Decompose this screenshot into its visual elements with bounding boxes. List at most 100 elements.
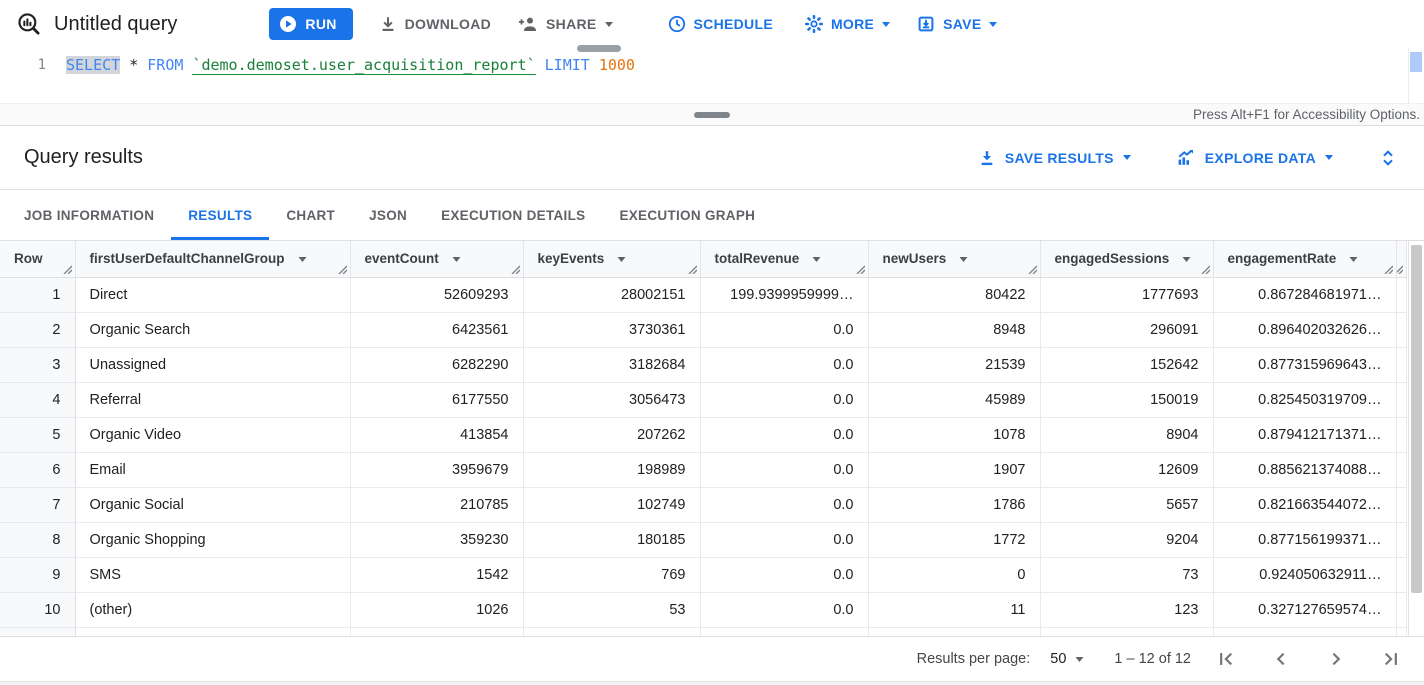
more-button[interactable]: MORE [804, 15, 891, 33]
column-resize-handle[interactable] [1396, 265, 1403, 274]
column-header-row: Row [0, 241, 76, 278]
column-header-engagementrate[interactable]: engagementRate [1213, 241, 1397, 278]
table-cell: 0.0 [700, 312, 869, 348]
save-results-button[interactable]: SAVE RESULTS [978, 149, 1131, 167]
page-size-value: 50 [1050, 651, 1067, 667]
code-line[interactable]: SELECT * FROM `demo.demoset.user_acquisi… [66, 56, 635, 75]
caret-down-icon [1075, 656, 1084, 662]
column-resize-handle[interactable] [1028, 265, 1037, 274]
table-cell: 1786 [868, 487, 1041, 523]
table-cell: Organic Shopping [75, 522, 351, 558]
table-cell: 1078 [868, 417, 1041, 453]
clock-icon [668, 15, 686, 33]
table-cell: 150019 [1040, 382, 1214, 418]
editor-drag-handle[interactable] [577, 45, 621, 52]
table-row: 2 Organic Search 6423561 3730361 0.0 8948 2960… [0, 312, 1407, 348]
tab-execution-graph[interactable]: EXECUTION GRAPH [619, 207, 756, 223]
tab-execution-details[interactable]: EXECUTION DETAILS [441, 207, 586, 223]
run-button[interactable]: RUN [269, 8, 353, 40]
editor-scrollbar-thumb[interactable] [1410, 52, 1422, 72]
tab-results[interactable]: RESULTS [171, 190, 270, 240]
sort-caret-icon[interactable] [452, 257, 461, 263]
column-resize-handle[interactable] [511, 265, 520, 274]
column-header-engagedsessions[interactable]: engagedSessions [1040, 241, 1214, 278]
sort-caret-icon[interactable] [1349, 257, 1358, 263]
previous-page-button[interactable] [1270, 648, 1292, 670]
sort-caret-icon[interactable] [812, 257, 821, 263]
column-label: engagedSessions [1054, 251, 1170, 267]
table-cell: 199.9399959999… [700, 277, 869, 313]
column-resize-handle[interactable] [856, 265, 865, 274]
results-tabs: JOB INFORMATION RESULTS CHART JSON EXECUTION… [0, 190, 1424, 241]
table-scrollbar[interactable] [1408, 241, 1424, 636]
table-cell-clipped [1396, 382, 1407, 418]
editor-status-strip: Press Alt+F1 for Accessibility Options. [0, 103, 1424, 126]
sql-editor[interactable]: 1 SELECT * FROM `demo.demoset.user_acqui… [0, 45, 1424, 103]
table-row: 6 Email 3959679 198989 0.0 1907 12609 0.8856213… [0, 452, 1407, 488]
sort-caret-icon[interactable] [298, 257, 307, 263]
row-number-cell: 11 [0, 627, 76, 636]
download-button[interactable]: DOWNLOAD [379, 15, 491, 33]
share-button[interactable]: SHARE [518, 15, 613, 33]
column-resize-handle[interactable] [338, 265, 347, 274]
save-button[interactable]: SAVE [917, 15, 998, 33]
row-number-cell: 2 [0, 312, 76, 348]
first-page-icon [1220, 652, 1233, 666]
tab-job-information[interactable]: JOB INFORMATION [24, 207, 155, 223]
table-cell: 0.885621374088… [1213, 452, 1397, 488]
bottom-strip [0, 681, 1424, 685]
sort-caret-icon[interactable] [617, 257, 626, 263]
table-scrollbar-thumb[interactable] [1411, 245, 1422, 593]
code-token [536, 56, 545, 74]
caret-down-icon [1122, 155, 1131, 160]
column-resize-handle[interactable] [63, 265, 72, 274]
tab-json[interactable]: JSON [369, 207, 408, 223]
column-label: Row [14, 251, 43, 267]
table-cell: 0.877156199371… [1213, 522, 1397, 558]
table-cell-clipped [1396, 522, 1407, 558]
sort-caret-icon[interactable] [1182, 257, 1191, 263]
code-token: FROM [147, 56, 184, 74]
table-cell: 0.0 [700, 347, 869, 383]
table-cell: Direct [75, 277, 351, 313]
table-cell: SMS [75, 557, 351, 593]
query-results-title: Query results [24, 146, 143, 168]
column-resize-handle[interactable] [1201, 265, 1210, 274]
column-resize-handle[interactable] [688, 265, 697, 274]
expand-panel-button[interactable] [1378, 148, 1398, 168]
table-cell: 296091 [1040, 312, 1214, 348]
table-row: 4 Referral 6177550 3056473 0.0 45989 150019 0.8… [0, 382, 1407, 418]
column-header-totalrevenue[interactable]: totalRevenue [700, 241, 869, 278]
table-cell: 8948 [868, 312, 1041, 348]
unfold-icon [1383, 149, 1393, 166]
code-token: SELECT [66, 56, 121, 74]
page-size-select[interactable]: 50 [1050, 651, 1084, 667]
column-header-firstuserdefaultchannelgroup[interactable]: firstUserDefaultChannelGroup [75, 241, 351, 278]
table-cell: Organic Social [75, 487, 351, 523]
table-cell: Organic Search [75, 312, 351, 348]
table-header-row: Row firstUserDefaultChannelGroup eventCoun… [0, 241, 1407, 278]
table-cell: 0.0 [700, 382, 869, 418]
next-page-button[interactable] [1325, 648, 1347, 670]
table-cell: 0.0 [700, 592, 869, 628]
play-icon [279, 15, 297, 33]
sort-caret-icon[interactable] [959, 257, 968, 263]
last-page-button[interactable] [1380, 648, 1402, 670]
tab-chart[interactable]: CHART [286, 207, 336, 223]
column-header-eventcount[interactable]: eventCount [350, 241, 524, 278]
schedule-button[interactable]: SCHEDULE [668, 15, 773, 33]
code-token: * [120, 56, 148, 74]
column-header-newusers[interactable]: newUsers [868, 241, 1041, 278]
explore-data-button[interactable]: EXPLORE DATA [1176, 149, 1333, 167]
table-cell-clipped [1396, 277, 1407, 313]
first-page-button[interactable] [1215, 648, 1237, 670]
column-header-keyevents[interactable]: keyEvents [523, 241, 701, 278]
table-cell: 6 [868, 627, 1041, 636]
pagination-bar: Results per page: 50 1 – 12 of 12 [0, 637, 1424, 681]
table-cell: 198989 [523, 452, 701, 488]
pane-splitter-handle[interactable] [694, 112, 730, 118]
editor-scrollbar[interactable] [1408, 49, 1424, 103]
run-button-label: RUN [305, 16, 337, 32]
column-resize-handle[interactable] [1384, 265, 1393, 274]
table-cell: 0.327127659574… [1213, 592, 1397, 628]
